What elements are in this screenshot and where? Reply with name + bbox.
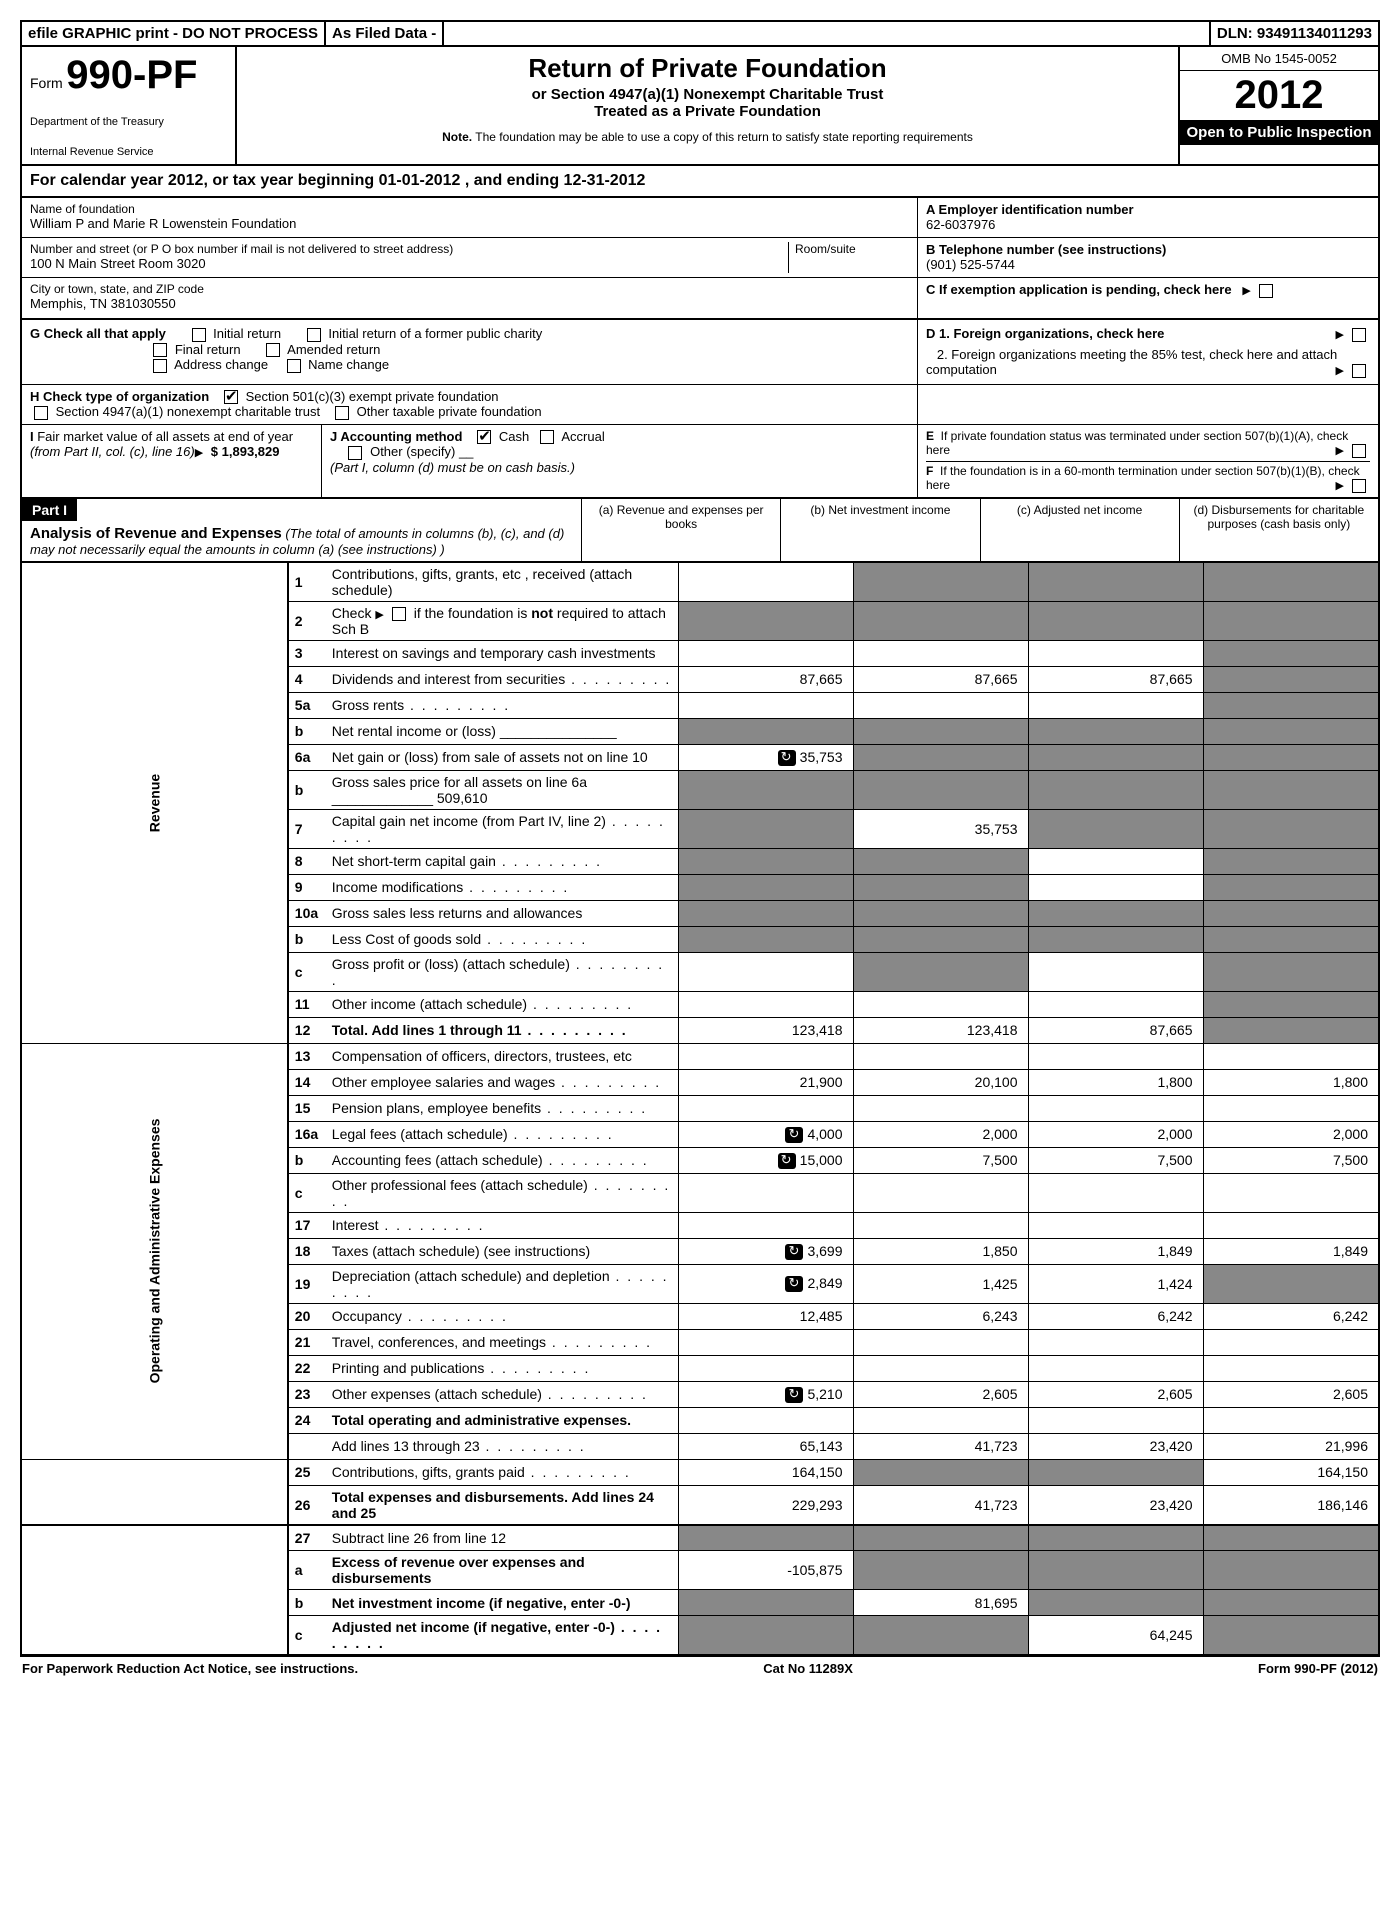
paperwork-notice: For Paperwork Reduction Act Notice, see … [22, 1661, 358, 1676]
part1-desc: Part I Analysis of Revenue and Expenses … [22, 499, 582, 561]
phone-cell: B Telephone number (see instructions) (9… [918, 238, 1378, 278]
col-a-header: (a) Revenue and expenses per books [582, 499, 781, 561]
checkbox-other-taxable[interactable] [335, 406, 349, 420]
box-h: H Check type of organization Section 501… [22, 385, 918, 424]
checkbox-other-method[interactable] [348, 446, 362, 460]
box-c: C If exemption application is pending, c… [918, 278, 1378, 318]
page-footer: For Paperwork Reduction Act Notice, see … [20, 1657, 1380, 1680]
dln: DLN: 93491134011293 [1211, 22, 1378, 45]
arrow-icon [1336, 443, 1348, 457]
row-h: H Check type of organization Section 501… [22, 385, 1378, 425]
box-j: J Accounting method Cash Accrual Other (… [322, 425, 918, 497]
arrow-icon [1336, 362, 1348, 377]
checkbox-address[interactable] [153, 359, 167, 373]
public-inspection: Open to Public Inspection [1180, 120, 1378, 145]
form-prefix: Form [30, 75, 63, 91]
address: 100 N Main Street Room 3020 [30, 256, 782, 271]
checkbox-name[interactable] [287, 359, 301, 373]
checkbox-e[interactable] [1352, 444, 1366, 458]
year-box: OMB No 1545-0052 2012 Open to Public Ins… [1178, 47, 1378, 164]
attach-icon[interactable] [785, 1276, 803, 1292]
side-revenue: Revenue [22, 562, 288, 1043]
title-note: Note. The foundation may be able to use … [247, 130, 1168, 144]
ident-left: Name of foundation William P and Marie R… [22, 198, 918, 318]
ident-right: A Employer identification number 62-6037… [918, 198, 1378, 318]
ein: 62-6037976 [926, 217, 1370, 232]
arrow-icon [1242, 282, 1254, 297]
city-state-zip: Memphis, TN 381030550 [30, 296, 909, 311]
row-gd: G Check all that apply Initial return In… [22, 320, 1378, 385]
attach-icon[interactable] [785, 1244, 803, 1260]
checkbox-accrual[interactable] [540, 430, 554, 444]
form-number: 990-PF [66, 53, 197, 97]
cat-number: Cat No 11289X [763, 1661, 853, 1676]
col-c-header: (c) Adjusted net income [981, 499, 1180, 561]
checkbox-cash[interactable] [477, 430, 491, 444]
attach-icon[interactable] [778, 1153, 796, 1169]
title-box: Return of Private Foundation or Section … [237, 47, 1178, 164]
phone: (901) 525-5744 [926, 257, 1370, 272]
checkbox-final[interactable] [153, 343, 167, 357]
checkbox-schb[interactable] [392, 607, 406, 621]
foundation-name: William P and Marie R Lowenstein Foundat… [30, 216, 909, 231]
box-g: G Check all that apply Initial return In… [22, 320, 918, 384]
ein-cell: A Employer identification number 62-6037… [918, 198, 1378, 238]
attach-icon[interactable] [785, 1127, 803, 1143]
form-title: Return of Private Foundation [247, 53, 1168, 84]
dept-irs: Internal Revenue Service [30, 146, 227, 158]
checkbox-f[interactable] [1352, 479, 1366, 493]
checkbox-501c3[interactable] [224, 390, 238, 404]
dept-treasury: Department of the Treasury [30, 116, 227, 128]
city-cell: City or town, state, and ZIP code Memphi… [22, 278, 917, 318]
checkbox-d1[interactable] [1352, 328, 1366, 342]
calendar-year: For calendar year 2012, or tax year begi… [22, 166, 1378, 198]
checkbox-initial[interactable] [192, 328, 206, 342]
tax-year: 2012 [1180, 71, 1378, 120]
box-d-spacer [918, 385, 1378, 424]
checkbox-amended[interactable] [266, 343, 280, 357]
subtitle-1: or Section 4947(a)(1) Nonexempt Charitab… [247, 86, 1168, 103]
ident-grid: Name of foundation William P and Marie R… [22, 198, 1378, 320]
checkbox-d2[interactable] [1352, 364, 1366, 378]
as-filed: As Filed Data - [326, 22, 444, 45]
attach-icon[interactable] [778, 750, 796, 766]
side-expenses: Operating and Administrative Expenses [22, 1043, 288, 1459]
part1-label: Part I [22, 499, 77, 521]
part1-header: Part I Analysis of Revenue and Expenses … [22, 499, 1378, 562]
subtitle-2: Treated as a Private Foundation [247, 103, 1168, 120]
col-b-header: (b) Net investment income [781, 499, 980, 561]
fmv-value: $ 1,893,829 [211, 444, 280, 459]
form-number-box: Form 990-PF Department of the Treasury I… [22, 47, 237, 164]
form-ref: Form 990-PF (2012) [1258, 1661, 1378, 1676]
col-d-header: (d) Disbursements for charitable purpose… [1180, 499, 1378, 561]
arrow-icon [1336, 326, 1348, 341]
row-ijef: I Fair market value of all assets at end… [22, 425, 1378, 499]
checkbox-c[interactable] [1259, 284, 1273, 298]
box-ef: E If private foundation status was termi… [918, 425, 1378, 497]
checkbox-4947[interactable] [34, 406, 48, 420]
form-header: Form 990-PF Department of the Treasury I… [22, 47, 1378, 166]
address-cell: Number and street (or P O box number if … [22, 238, 917, 278]
efile-notice: efile GRAPHIC print - DO NOT PROCESS [22, 22, 326, 45]
foundation-name-cell: Name of foundation William P and Marie R… [22, 198, 917, 238]
spacer [444, 22, 1211, 45]
box-i: I Fair market value of all assets at end… [22, 425, 322, 497]
arrow-icon [195, 444, 207, 459]
omb-number: OMB No 1545-0052 [1180, 47, 1378, 71]
checkbox-initial-former[interactable] [307, 328, 321, 342]
attach-icon[interactable] [785, 1387, 803, 1403]
top-bar: efile GRAPHIC print - DO NOT PROCESS As … [22, 22, 1378, 47]
arrow-icon [1336, 478, 1348, 492]
box-d: D 1. Foreign organizations, check here 2… [918, 320, 1378, 384]
part1-table: Revenue 1 Contributions, gifts, grants, … [22, 562, 1378, 1656]
form-container: efile GRAPHIC print - DO NOT PROCESS As … [20, 20, 1380, 1657]
